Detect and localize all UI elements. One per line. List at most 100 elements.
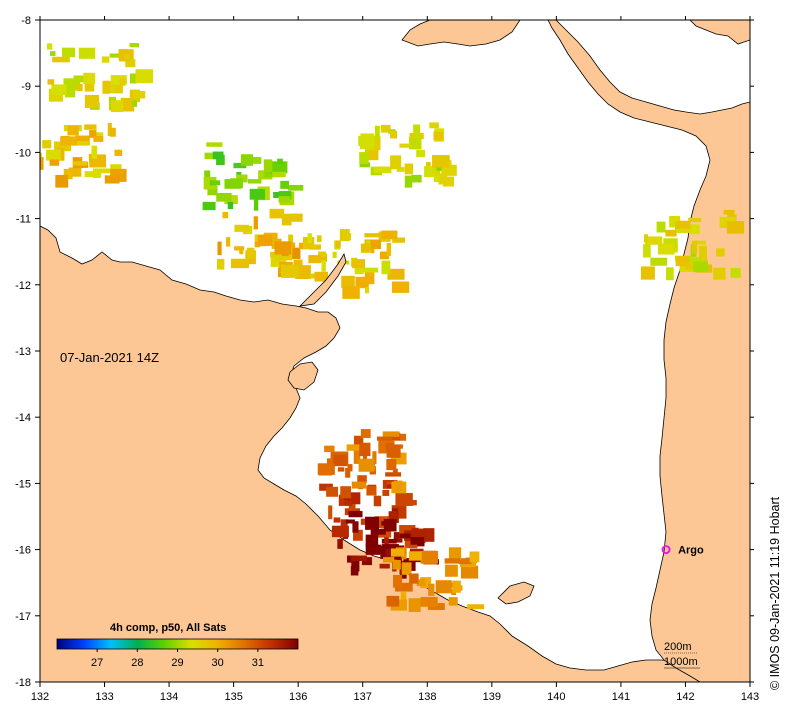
- sst-pixel: [209, 180, 221, 186]
- sst-pixel: [716, 248, 725, 257]
- sst-pixel: [236, 171, 242, 177]
- sst-pixel: [656, 221, 666, 233]
- lon-tick-label: 136: [289, 691, 307, 703]
- sst-pixel: [335, 240, 341, 248]
- sst-pixel: [392, 468, 398, 474]
- sst-pixel: [49, 159, 60, 166]
- sst-pixel: [385, 472, 402, 477]
- sst-pixel: [360, 429, 371, 438]
- sst-pixel: [382, 489, 390, 496]
- sst-pixel: [202, 201, 216, 211]
- sst-pixel: [51, 84, 67, 95]
- sst-pixel: [298, 242, 306, 250]
- sst-pixel: [110, 100, 124, 113]
- sst-pixel: [352, 521, 359, 533]
- sst-pixel: [350, 555, 367, 561]
- sst-pixel: [270, 161, 288, 174]
- sst-pixel: [384, 537, 389, 546]
- sst-pixel: [129, 73, 137, 84]
- sst-pixel: [110, 75, 127, 85]
- lon-tick-label: 143: [741, 691, 759, 703]
- argo-float[interactable]: Argo: [661, 545, 704, 557]
- sst-pixel: [408, 598, 421, 613]
- island-wessel-chain: [298, 252, 347, 307]
- sst-pixel: [95, 132, 104, 138]
- sst-pixel: [344, 500, 353, 506]
- sst-pixel: [373, 495, 382, 507]
- sst-pixel: [452, 580, 461, 593]
- sst-pixel: [308, 255, 321, 264]
- sst-pixel: [410, 537, 425, 545]
- lat-tick-label: -10: [15, 147, 31, 159]
- contour-1000m-label: 1000m: [664, 656, 698, 668]
- sst-pixel: [278, 196, 291, 203]
- sst-pixel: [359, 136, 375, 149]
- sst-pixel: [93, 135, 104, 142]
- sst-pixel: [665, 229, 677, 237]
- sst-pixel: [442, 176, 455, 187]
- sst-pixel: [395, 582, 413, 592]
- land-arnhem-land: [40, 225, 750, 682]
- argo-label: Argo: [678, 545, 704, 557]
- land-torres-strait: [689, 20, 750, 45]
- sst-pixel: [663, 238, 678, 249]
- lat-tick-label: -12: [15, 280, 31, 292]
- sst-pixel: [277, 158, 283, 165]
- sst-pixel: [730, 268, 741, 278]
- sst-pixel: [393, 574, 403, 588]
- sst-pixel: [435, 580, 452, 594]
- sst-pixel: [207, 185, 218, 196]
- sst-pixel: [345, 519, 355, 524]
- lon-tick-label: 132: [31, 691, 49, 703]
- sst-pixel: [693, 240, 706, 245]
- colorbar: 4h comp, p50, All Sats 27 28 29 30 31: [56, 622, 299, 669]
- sst-pixel: [61, 47, 76, 58]
- sst-pixel: [657, 243, 675, 255]
- sst-pixel: [381, 230, 398, 239]
- sst-pixel: [342, 286, 360, 299]
- sst-pixel: [374, 125, 380, 139]
- sst-pixel: [383, 557, 395, 563]
- sst-pixel: [101, 56, 110, 63]
- sst-pixel: [46, 149, 61, 161]
- sst-patch-central-north: [202, 142, 304, 211]
- sst-pixel: [372, 451, 377, 465]
- sst-pixel: [385, 548, 394, 560]
- sst-pixel: [84, 94, 100, 109]
- sst-pixel: [373, 166, 392, 173]
- lon-tick-label: 141: [612, 691, 630, 703]
- sst-pixel: [359, 162, 370, 168]
- sst-pixel: [370, 248, 375, 254]
- sst-pixel: [326, 486, 339, 497]
- sst-pixel: [387, 268, 405, 280]
- sst-pixel: [345, 467, 351, 478]
- lon-tick-label: 140: [547, 691, 565, 703]
- sst-pixel: [386, 595, 400, 607]
- sst-pixel: [360, 267, 379, 273]
- sst-pixel: [379, 563, 390, 569]
- lon-tick-label: 142: [676, 691, 694, 703]
- colorbar-scale: [56, 638, 299, 650]
- sst-pixel: [348, 504, 356, 511]
- lat-tick-label: -13: [15, 346, 31, 358]
- argo-marker[interactable]: [661, 545, 671, 555]
- sst-pixel: [204, 152, 220, 160]
- sst-pixel: [257, 234, 273, 246]
- sst-pixel: [347, 492, 361, 505]
- sst-pixel: [640, 266, 655, 280]
- sst-pixel: [401, 562, 412, 575]
- sst-pixel: [47, 79, 55, 85]
- sst-pixel: [393, 480, 403, 492]
- sst-pixel: [292, 247, 301, 260]
- lat-tick-label: -18: [15, 677, 31, 689]
- sst-pixel: [68, 167, 82, 177]
- sst-pixel: [713, 267, 726, 280]
- sst-pixel: [467, 604, 485, 610]
- colorbar-tick-label: 31: [252, 657, 264, 669]
- axes: 132 133 134 135 136 137 138 139 140 141 142 143 -8 -9…: [15, 15, 759, 703]
- sst-pixel: [386, 458, 397, 471]
- sst-pixel: [109, 86, 116, 92]
- sst-pixel: [394, 553, 402, 564]
- sst-pixel: [133, 91, 146, 99]
- lat-tick-label: -16: [15, 545, 31, 557]
